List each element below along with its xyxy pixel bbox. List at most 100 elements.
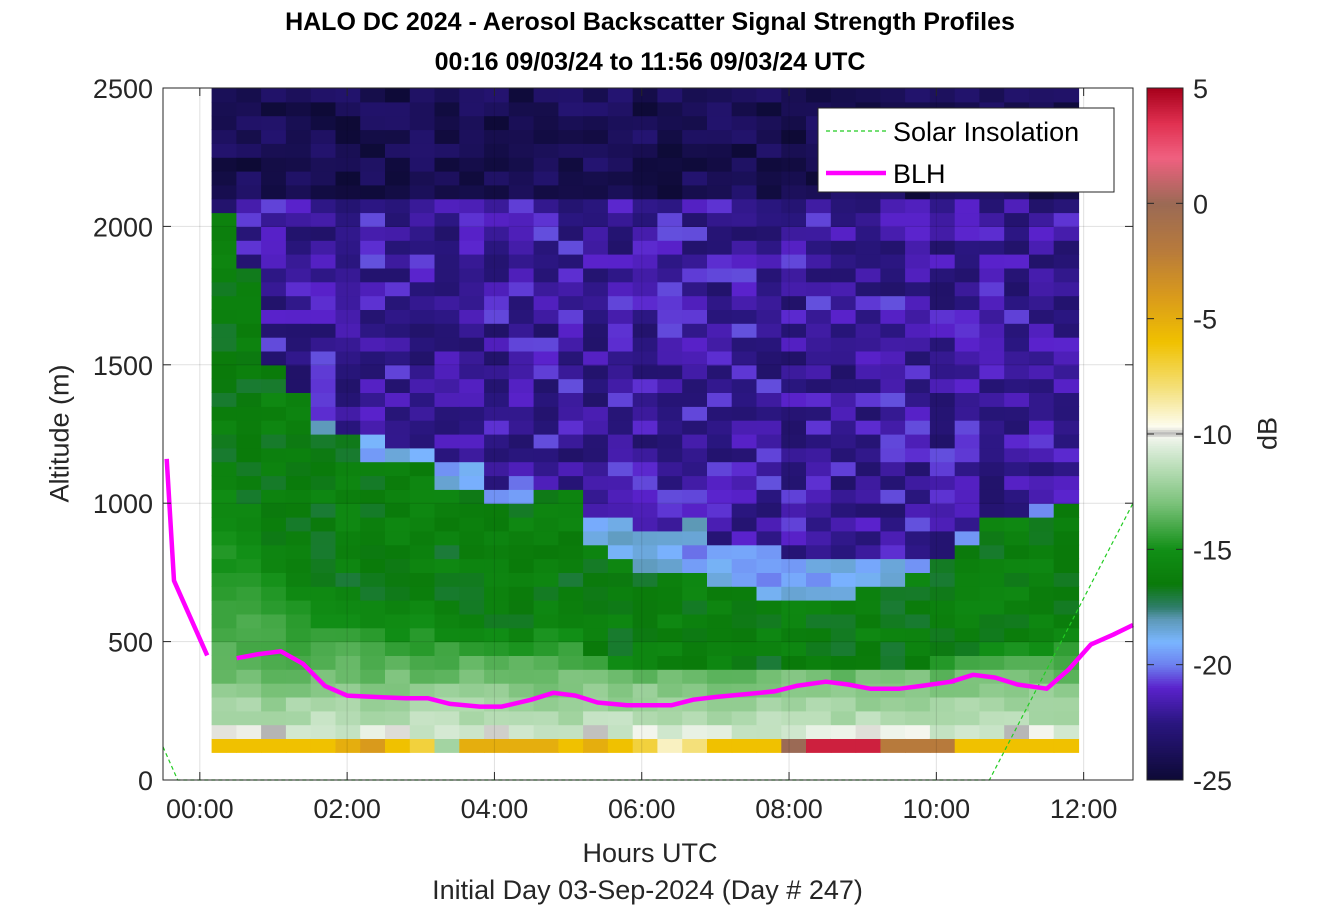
- heatmap-cell: [484, 198, 510, 214]
- heatmap-cell: [830, 530, 857, 546]
- heatmap-cell: [954, 738, 981, 753]
- heatmap-cell: [979, 461, 1005, 477]
- heatmap-cell: [508, 600, 535, 615]
- axes-box: [162, 87, 1134, 781]
- heatmap-cell: [558, 697, 584, 712]
- heatmap-cell: [409, 710, 436, 726]
- heatmap-cell: [855, 544, 881, 560]
- heatmap-cell: [830, 558, 857, 573]
- heatmap-cell: [285, 558, 312, 573]
- heatmap-cell: [1053, 447, 1080, 463]
- colorbar-step: [1147, 284, 1183, 287]
- colorbar-step: [1147, 551, 1183, 555]
- heatmap-cell: [707, 627, 733, 643]
- heatmap-cell: [533, 171, 559, 186]
- heatmap-cell: [781, 351, 807, 366]
- colorbar-step: [1147, 517, 1183, 520]
- heatmap-cell: [236, 738, 262, 753]
- heatmap-cell: [285, 544, 312, 560]
- heatmap-cell: [236, 406, 262, 421]
- heatmap-cell: [905, 738, 931, 753]
- heatmap-cell: [558, 627, 584, 643]
- heatmap-cell: [335, 323, 361, 338]
- heatmap-cell: [806, 212, 832, 227]
- colorbar-step: [1147, 337, 1183, 340]
- heatmap-cell: [1004, 710, 1030, 726]
- heatmap-cell: [781, 198, 807, 214]
- heatmap-cell: [607, 613, 634, 629]
- heatmap-cell: [434, 171, 460, 186]
- heatmap-cell: [360, 198, 386, 214]
- heatmap-cell: [707, 572, 733, 587]
- heatmap-cell: [905, 613, 931, 629]
- heatmap-cell: [632, 683, 659, 698]
- heatmap-cell: [781, 171, 807, 186]
- heatmap-cell: [954, 697, 981, 712]
- heatmap-cell: [360, 655, 386, 670]
- heatmap-cell: [979, 544, 1005, 560]
- heatmap-cell: [756, 101, 782, 117]
- heatmap-cell: [855, 572, 881, 587]
- heatmap-cell: [607, 724, 634, 739]
- heatmap-cell: [533, 710, 559, 726]
- heatmap-cell: [558, 489, 584, 504]
- heatmap-cell: [880, 627, 906, 643]
- heatmap-cell: [459, 267, 485, 283]
- heatmap-cell: [830, 267, 857, 283]
- heatmap-cell: [929, 710, 956, 726]
- heatmap-cell: [285, 530, 312, 546]
- colorbar-step: [1147, 717, 1183, 721]
- heatmap-cell: [1053, 669, 1080, 684]
- heatmap-cell: [632, 240, 659, 255]
- heatmap-cell: [409, 281, 436, 297]
- heatmap-cell: [806, 627, 832, 643]
- colorbar-step: [1147, 726, 1183, 730]
- colorbar-step: [1147, 542, 1183, 546]
- heatmap-cell: [508, 475, 535, 490]
- heatmap-cell: [855, 267, 881, 283]
- legend-label: BLH: [893, 159, 946, 189]
- heatmap-cell: [434, 503, 460, 518]
- heatmap-cell: [1029, 434, 1055, 449]
- heatmap-cell: [484, 267, 510, 283]
- colorbar-step: [1147, 104, 1183, 107]
- heatmap-cell: [1029, 489, 1055, 504]
- colorbar-step: [1147, 279, 1183, 283]
- heatmap-cell: [830, 212, 857, 227]
- heatmap-cell: [360, 351, 386, 366]
- colorbar-step: [1147, 404, 1183, 407]
- heatmap-cell: [806, 558, 832, 573]
- heatmap-cell: [682, 323, 708, 338]
- heatmap-cell: [657, 461, 683, 477]
- colorbar-step: [1147, 650, 1183, 654]
- heatmap-cell: [236, 295, 262, 310]
- heatmap-cell: [236, 184, 262, 200]
- heatmap-cell: [707, 710, 733, 726]
- heatmap-cell: [929, 558, 956, 573]
- heatmap-cell: [261, 226, 287, 241]
- heatmap-cell: [707, 586, 733, 601]
- heatmap-cell: [583, 157, 609, 172]
- heatmap-cell: [385, 503, 411, 518]
- heatmap-cell: [285, 101, 312, 117]
- heatmap-cell: [979, 475, 1005, 490]
- heatmap-cell: [731, 558, 758, 573]
- colorbar-step: [1147, 708, 1183, 712]
- colorbar-step: [1147, 127, 1183, 131]
- heatmap-cell: [607, 378, 634, 393]
- heatmap-cell: [1053, 683, 1080, 698]
- heatmap-cell: [929, 724, 956, 739]
- heatmap-cell: [905, 337, 931, 352]
- heatmap-cell: [310, 406, 337, 421]
- heatmap-cell: [236, 351, 262, 366]
- heatmap-cell: [434, 115, 460, 131]
- colorbar-step: [1147, 754, 1183, 758]
- heatmap-cell: [459, 101, 485, 117]
- heatmap-cell: [508, 212, 535, 227]
- heatmap-cell: [607, 323, 634, 338]
- heatmap-cell: [211, 295, 237, 310]
- colorbar-step: [1147, 583, 1183, 587]
- heatmap-cell: [607, 143, 634, 158]
- heatmap-cell: [236, 198, 262, 214]
- heatmap-cell: [533, 378, 559, 393]
